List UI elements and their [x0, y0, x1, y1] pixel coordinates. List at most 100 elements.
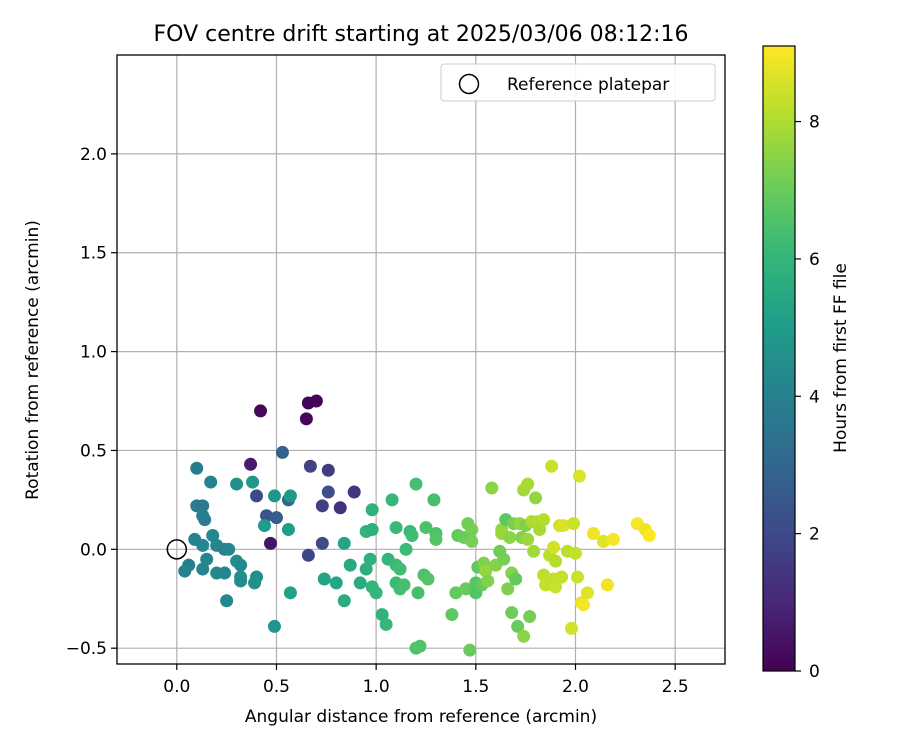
data-point	[283, 489, 297, 503]
plot-area	[116, 54, 726, 665]
data-point	[299, 412, 313, 426]
y-tick-label: 1.0	[80, 343, 107, 363]
data-point	[269, 511, 283, 525]
data-point	[459, 582, 473, 596]
data-point	[479, 564, 493, 578]
data-point	[511, 619, 525, 633]
data-point	[419, 521, 433, 535]
data-point	[337, 536, 351, 550]
data-point	[481, 574, 495, 588]
x-tick-label: 0.0	[163, 677, 190, 697]
data-point	[315, 536, 329, 550]
data-points	[178, 394, 656, 657]
data-point	[421, 572, 435, 586]
data-point	[303, 459, 317, 473]
chart-title: FOV centre drift starting at 2025/03/06 …	[154, 22, 689, 47]
data-point	[329, 576, 343, 590]
data-point	[429, 532, 443, 546]
y-axis-label: Rotation from reference (arcmin)	[23, 220, 43, 500]
data-point	[359, 562, 373, 576]
data-point	[301, 548, 315, 562]
data-point	[200, 552, 214, 566]
x-tick-label: 0.5	[263, 677, 290, 697]
data-point	[230, 477, 244, 491]
data-point	[321, 485, 335, 499]
legend: Reference platepar	[440, 63, 716, 102]
data-point	[263, 536, 277, 550]
data-point	[606, 532, 620, 546]
data-point	[566, 517, 580, 531]
data-point	[196, 499, 210, 513]
data-point	[565, 621, 579, 635]
data-point	[369, 586, 383, 600]
data-point	[485, 481, 499, 495]
x-tick-label: 1.5	[462, 677, 489, 697]
colorbar-gradient	[762, 45, 796, 672]
data-point	[413, 639, 427, 653]
data-point	[501, 582, 515, 596]
x-tick-label: 1.0	[363, 677, 390, 697]
data-point	[254, 404, 268, 418]
y-tick-label: 0.0	[80, 540, 107, 560]
colorbar-ticks: 0 2 4 6 8	[795, 113, 820, 682]
data-point	[248, 576, 262, 590]
data-point	[405, 528, 419, 542]
data-point	[250, 489, 264, 503]
colorbar-label: Hours from first FF file	[831, 263, 851, 453]
colorbar-tick-label: 6	[809, 250, 820, 270]
y-tick-label: 2.0	[80, 145, 107, 165]
data-point	[545, 459, 559, 473]
data-point	[198, 513, 212, 527]
data-point	[333, 501, 347, 515]
reference-platepar-marker	[166, 539, 188, 560]
data-point	[523, 610, 537, 624]
data-point	[586, 527, 600, 540]
data-point	[576, 598, 590, 612]
data-point	[234, 574, 248, 588]
data-point	[557, 519, 571, 533]
data-point	[321, 463, 335, 477]
x-tick-label: 2.5	[662, 677, 689, 697]
data-point	[365, 503, 379, 517]
data-point	[365, 523, 379, 537]
legend-label: Reference platepar	[507, 75, 669, 95]
data-point	[283, 586, 297, 600]
data-point	[190, 461, 204, 475]
data-point	[517, 629, 531, 643]
data-point	[642, 528, 656, 542]
data-point	[204, 475, 218, 489]
data-point	[465, 534, 479, 548]
data-point	[509, 572, 523, 586]
data-point	[497, 552, 511, 566]
data-point	[375, 608, 389, 622]
plot-background	[117, 55, 725, 664]
data-point	[449, 586, 463, 600]
data-point	[399, 542, 413, 556]
data-point	[206, 528, 220, 542]
data-point	[385, 493, 399, 507]
data-point	[445, 608, 459, 622]
data-point	[572, 469, 586, 483]
data-point	[411, 586, 425, 600]
data-point	[222, 542, 236, 556]
data-point	[258, 519, 272, 533]
data-point	[555, 570, 569, 584]
data-point	[465, 523, 479, 537]
data-point	[246, 475, 260, 489]
data-point	[267, 489, 281, 503]
colorbar: 0 2 4 6 8 Hours from first FF file	[762, 45, 851, 682]
data-point	[260, 509, 274, 523]
legend-box	[440, 63, 716, 102]
data-point	[521, 532, 535, 546]
data-point	[379, 617, 393, 631]
y-tick-label: 0.5	[80, 441, 107, 461]
data-point	[600, 578, 614, 592]
data-point	[549, 554, 563, 568]
data-point	[363, 552, 377, 566]
data-point	[568, 546, 582, 560]
data-point	[427, 493, 441, 507]
data-point	[196, 562, 210, 576]
data-point	[244, 457, 258, 471]
data-point	[393, 562, 407, 576]
plot-frame	[116, 54, 726, 665]
